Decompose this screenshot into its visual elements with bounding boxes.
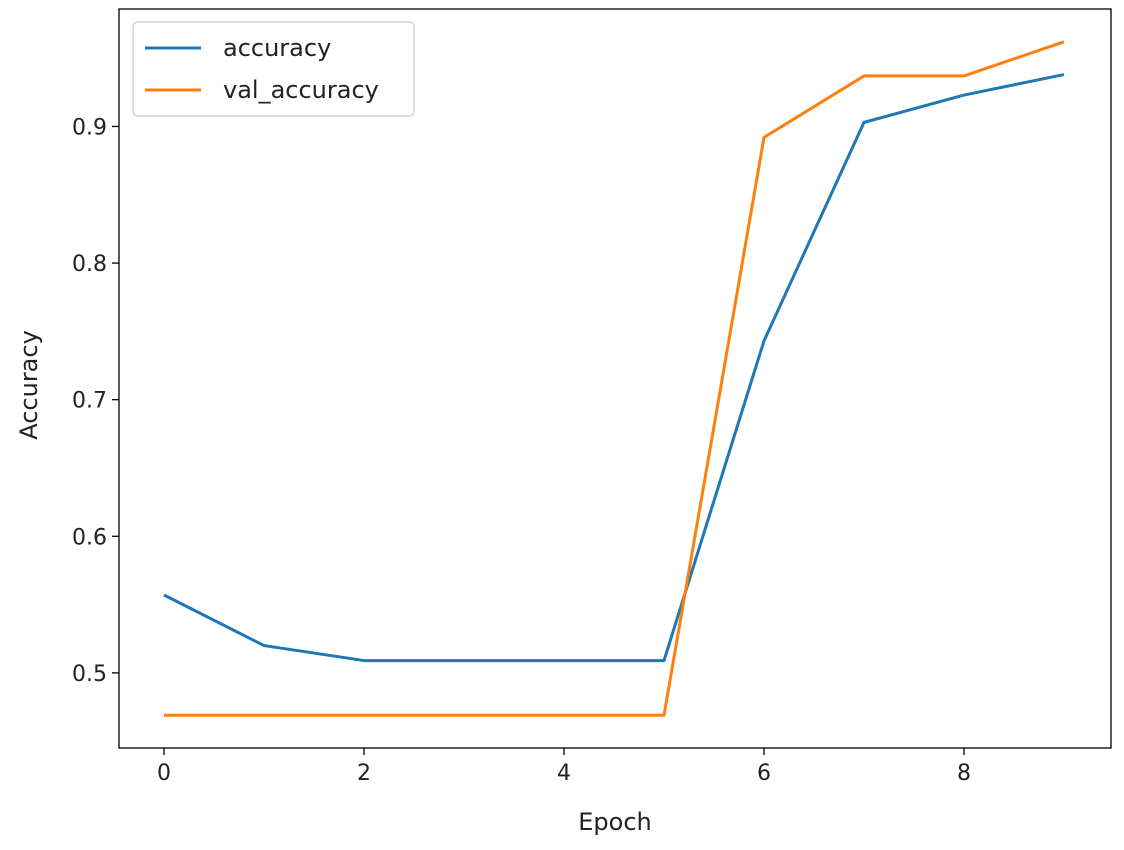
series-layer bbox=[163, 40, 1065, 717]
legend: accuracy val_accuracy bbox=[132, 21, 415, 117]
y-tick-label: 0.7 bbox=[72, 389, 107, 414]
y-axis-label: Accuracy bbox=[15, 330, 43, 440]
x-tick-label: 0 bbox=[157, 761, 171, 786]
legend-label: val_accuracy bbox=[223, 76, 379, 104]
y-axis: 0.5 0.6 0.7 0.8 0.9 bbox=[72, 115, 119, 687]
series-line-val-accuracy bbox=[164, 40, 1065, 717]
x-tick-label: 6 bbox=[757, 761, 771, 786]
x-axis-label: Epoch bbox=[578, 808, 652, 836]
y-tick-label: 0.9 bbox=[72, 115, 107, 140]
legend-box bbox=[132, 21, 415, 117]
y-tick-label: 0.8 bbox=[72, 252, 107, 277]
series-line-accuracy bbox=[163, 73, 1065, 663]
y-tick-label: 0.6 bbox=[72, 525, 107, 550]
x-tick-label: 2 bbox=[357, 761, 371, 786]
legend-label: accuracy bbox=[223, 34, 331, 62]
x-axis: 0 2 4 6 8 bbox=[157, 748, 971, 786]
x-tick-label: 4 bbox=[557, 761, 571, 786]
x-tick-label: 8 bbox=[957, 761, 971, 786]
y-tick-label: 0.5 bbox=[72, 662, 107, 687]
plot-area-frame bbox=[118, 8, 1112, 749]
